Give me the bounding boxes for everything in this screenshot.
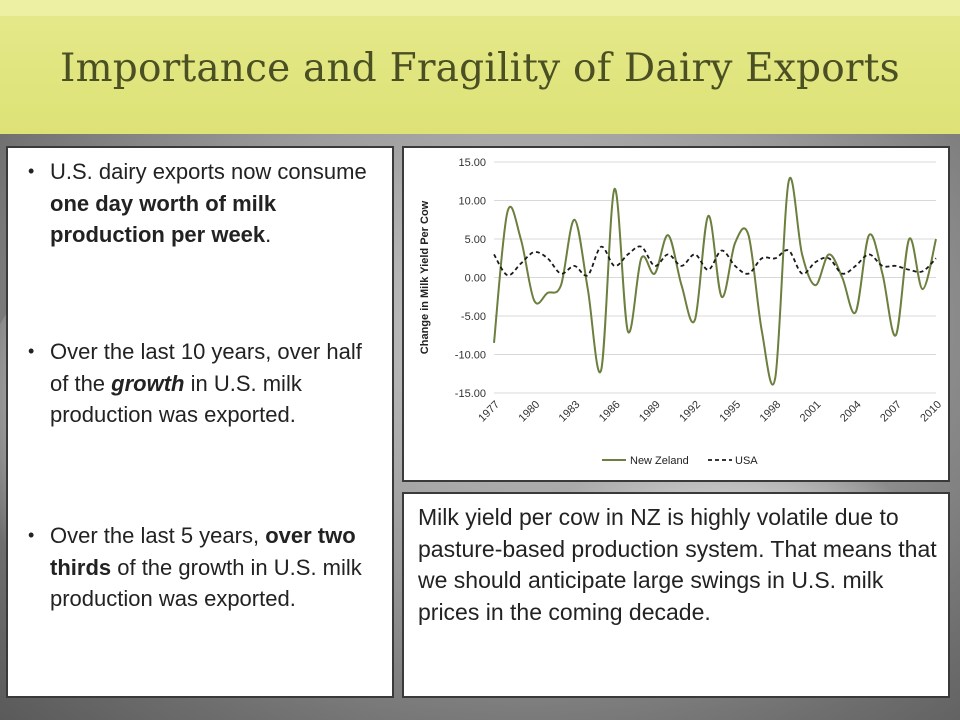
x-tick-label: 1995 [717,399,743,425]
note-text: Milk yield per cow in NZ is highly volat… [418,504,937,625]
y-tick-label: 10.00 [458,196,486,208]
x-tick-label: 2010 [918,399,944,425]
bullet-item-2: • Over the last 10 years, over half of t… [28,336,383,431]
y-tick-label: 15.00 [458,157,486,169]
legend-label-usa: USA [735,455,758,467]
series-line-new-zealand [493,176,937,386]
bullet-dot-icon: • [28,525,35,545]
bullet-item-3: • Over the last 5 years, over two thirds… [28,520,383,615]
x-tick-label: 2001 [798,399,824,425]
y-tick-label: -5.00 [461,311,486,323]
bullet-2-part-2: growth [111,370,185,396]
x-tick-label: 1980 [517,399,543,425]
x-tick-label: 1986 [597,399,623,425]
series-line-usa [493,245,937,277]
y-tick-label: -15.00 [455,388,486,400]
bullet-3-part-2: over two thirds [50,523,356,580]
chart-panel: 15.00 10.00 5.00 0.00 -5.00 -10.00 -15.00 Chang… [402,146,950,482]
y-tick-label: 0.00 [465,273,486,285]
note-panel: Milk yield per cow in NZ is highly volat… [402,492,950,698]
x-tick-label: 1977 [476,399,502,425]
x-tick-label: 1998 [758,399,784,425]
bullet-1-part-2: one day worth of milk production per wee… [50,190,277,248]
y-tick-label: 5.00 [465,234,486,246]
x-tick-label: 2007 [878,399,904,425]
bullet-2-part-3: in U.S. milk production was exported. [50,370,302,428]
bullet-2-part-1: Over the last 10 years, over half of the [50,339,362,396]
x-tick-label: 1989 [637,399,663,425]
bullet-panel: • U.S. dairy exports now consume one day… [6,146,394,698]
bullet-3-part-1: Over the last 5 years, [50,523,266,548]
bullet-dot-icon: • [28,341,35,361]
x-tick-label: 1992 [677,399,703,425]
slide-title: Importance and Fragility of Dairy Export… [60,46,900,91]
y-axis-label: Change in Milk Yield Per Cow [419,200,431,354]
bullet-dot-icon: • [28,161,35,181]
title-band: Importance and Fragility of Dairy Export… [0,0,960,134]
bullet-1-part-3: . [265,222,272,247]
x-tick-label: 1983 [557,399,583,425]
y-tick-label: -10.00 [455,350,486,362]
bullet-text-1: U.S. dairy exports now consume one day w… [50,156,383,251]
milk-yield-chart: 15.00 10.00 5.00 0.00 -5.00 -10.00 -15.00 Chang… [419,157,944,467]
bullet-item-1: • U.S. dairy exports now consume one day… [28,156,383,251]
bullet-text-2: Over the last 10 years, over half of the… [50,336,383,431]
legend-label-new-zealand: New Zeland [630,455,689,467]
bullet-1-part-1: U.S. dairy exports now consume [50,159,367,184]
bullet-3-part-3: of the growth in U.S. milk production wa… [50,554,362,612]
x-tick-label: 2004 [838,399,864,425]
bullet-text-3: Over the last 5 years, over two thirds o… [50,520,383,615]
